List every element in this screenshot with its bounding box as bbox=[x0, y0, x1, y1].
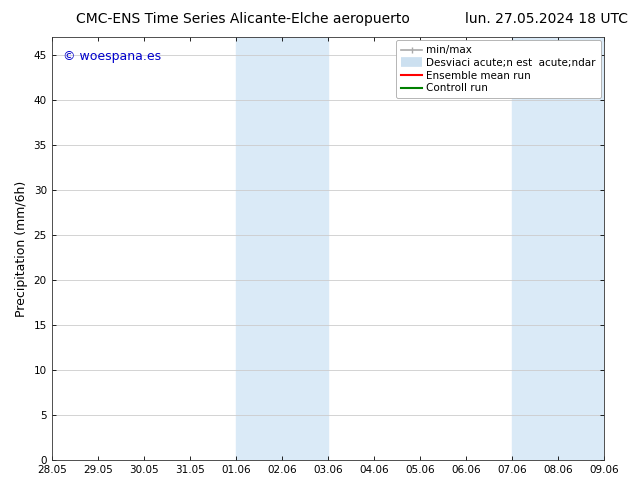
Text: CMC-ENS Time Series Alicante-Elche aeropuerto: CMC-ENS Time Series Alicante-Elche aerop… bbox=[76, 12, 410, 26]
Y-axis label: Precipitation (mm/6h): Precipitation (mm/6h) bbox=[15, 180, 28, 317]
Text: © woespana.es: © woespana.es bbox=[63, 50, 161, 63]
Bar bbox=[512, 37, 604, 460]
Legend: min/max, Desviaci acute;n est  acute;ndar, Ensemble mean run, Controll run: min/max, Desviaci acute;n est acute;ndar… bbox=[396, 40, 601, 98]
Text: lun. 27.05.2024 18 UTC: lun. 27.05.2024 18 UTC bbox=[465, 12, 628, 26]
Bar bbox=[236, 37, 328, 460]
